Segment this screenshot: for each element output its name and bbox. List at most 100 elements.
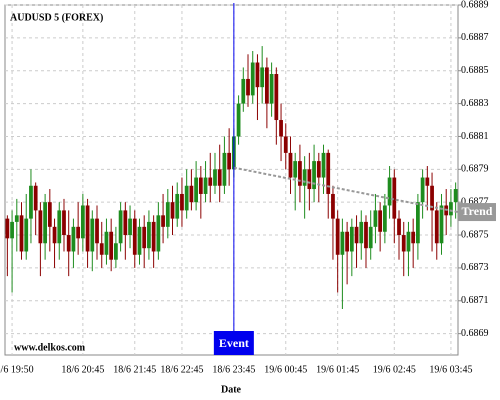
candle-body: [95, 218, 99, 244]
y-tick-label: 0.6879: [461, 164, 489, 175]
candle-body: [104, 231, 109, 255]
candle-body: [316, 161, 321, 178]
candle-body: [335, 218, 340, 255]
candle-body: [449, 202, 453, 216]
candle-body: [217, 169, 222, 186]
candle-body: [85, 205, 90, 252]
y-tick-label: 0.6881: [461, 131, 489, 142]
plot-area: [4, 4, 459, 356]
x-tick-label: 18/6 20:45: [61, 364, 104, 375]
candle-body: [128, 218, 132, 236]
x-tick-label: 18/6 21:45: [113, 364, 156, 375]
candle-body: [255, 62, 260, 88]
candle-body: [52, 226, 57, 244]
candle-body: [298, 161, 302, 186]
candle-body: [368, 226, 373, 249]
candle-body: [302, 169, 307, 186]
trend-label: Trend: [462, 204, 493, 218]
candle-body: [425, 177, 430, 186]
candle-body: [156, 215, 161, 252]
candle-body: [321, 152, 326, 178]
candle-body: [114, 243, 118, 260]
candle-body: [99, 243, 104, 255]
candle-body: [439, 205, 444, 244]
candle-body: [269, 74, 274, 104]
candle-body: [288, 152, 293, 178]
x-tick-label: 19/6 00:45: [264, 364, 307, 375]
candle-body: [453, 189, 458, 203]
candle-body: [33, 185, 38, 211]
candle-body: [147, 221, 151, 249]
candle-body: [293, 161, 298, 178]
candle-body: [392, 177, 397, 219]
candle-body: [66, 235, 71, 252]
y-tick-label: 0.6869: [461, 328, 489, 339]
candle-body: [401, 235, 406, 252]
candle-body: [151, 221, 156, 252]
candle-body: [260, 67, 265, 88]
candle-body: [47, 202, 52, 227]
candle-body: [241, 78, 246, 104]
candle-body: [170, 202, 175, 219]
candle-body: [90, 218, 95, 252]
x-tick-label: 19/6 02:45: [373, 364, 416, 375]
candle-body: [283, 136, 288, 153]
candle-body: [364, 221, 368, 249]
candle-body: [24, 218, 29, 252]
candle-body: [312, 161, 316, 190]
y-tick-label: 0.6889: [461, 0, 489, 10]
candle-body: [123, 210, 128, 236]
candle-body: [378, 210, 383, 232]
candle-body: [326, 152, 331, 194]
candle-body: [406, 231, 411, 252]
candle-body: [165, 202, 170, 227]
candle-body: [194, 177, 198, 203]
y-tick-label: 0.6887: [461, 32, 489, 43]
candle-body: [184, 185, 189, 211]
x-tick-label: 19/6 01:45: [316, 364, 359, 375]
candle-body: [62, 210, 66, 236]
candle-body: [203, 177, 208, 194]
x-tick-label: 18/6 23:45: [212, 364, 255, 375]
candle-body: [265, 67, 269, 104]
x-axis-label: Date: [221, 384, 242, 395]
candle-body: [331, 193, 335, 219]
y-tick-label: 0.6877: [461, 196, 489, 207]
candle-body: [354, 226, 359, 244]
x-tick-label: 18/6 22:45: [160, 364, 203, 375]
x-tick-label: 18/6 19:50: [0, 364, 34, 375]
y-tick-label: 0.6871: [461, 295, 489, 306]
chart-title: AUDUSD 5 (FOREX): [10, 12, 103, 23]
candle-body: [387, 177, 392, 206]
candle-body: [430, 185, 434, 211]
candle-body: [5, 218, 10, 239]
candle-body: [359, 221, 364, 244]
candle-body: [411, 231, 416, 244]
event-label-box: [213, 331, 254, 355]
candle-body: [397, 218, 401, 236]
candle-body: [340, 231, 345, 255]
candle-body: [43, 202, 47, 244]
candle-body: [80, 205, 85, 239]
candle-body: [14, 215, 19, 222]
candle-body: [198, 177, 203, 194]
candle-body: [137, 226, 142, 255]
candle-body: [38, 210, 43, 244]
y-tick-label: 0.6875: [461, 229, 489, 240]
candle-body: [345, 231, 349, 252]
candle-body: [227, 152, 232, 170]
candle-body: [274, 74, 279, 121]
event-label: Event: [219, 336, 249, 350]
candle-body: [142, 226, 147, 249]
candle-body: [118, 210, 123, 244]
x-tick-label: 19/6 03:45: [429, 364, 472, 375]
candle-body: [10, 221, 14, 239]
candle-body: [208, 177, 213, 186]
candle-body: [382, 205, 387, 232]
candle-body: [250, 62, 255, 96]
candle-body: [161, 215, 165, 227]
candle-body: [175, 193, 180, 219]
candle-body: [109, 231, 114, 260]
y-tick-label: 0.6885: [461, 65, 489, 76]
